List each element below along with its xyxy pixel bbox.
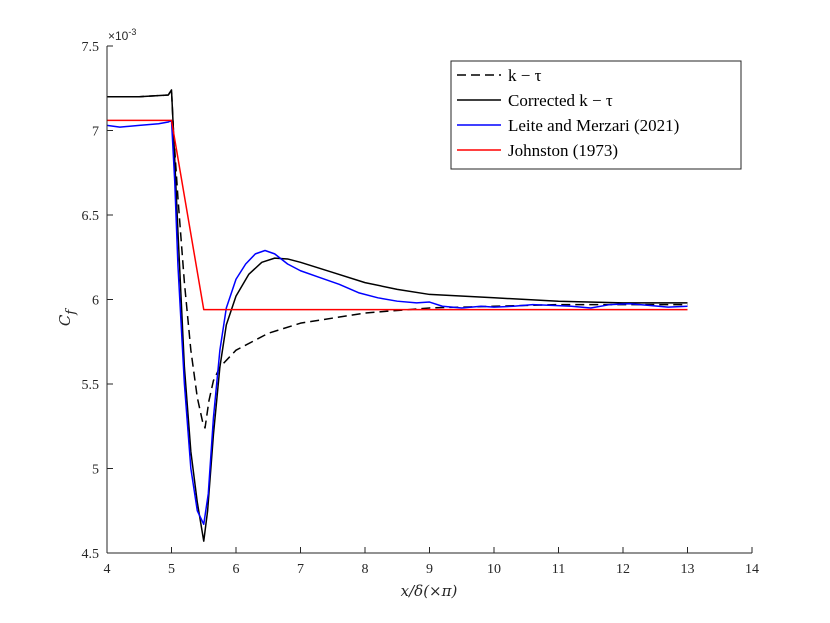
y-tick-label: 6 — [92, 294, 99, 309]
legend-label-2: Corrected k − τ — [508, 91, 613, 110]
legend: k − τ Corrected k − τ Leite and Merzari (2… — [450, 60, 742, 170]
y-tick-label: 5 — [92, 463, 99, 478]
legend-label-3: Leite and Merzari (2021) — [508, 116, 679, 135]
x-tick-label: 6 — [233, 562, 240, 577]
series-line-3 — [106, 119, 688, 526]
y-tick-label: 6.5 — [82, 209, 100, 224]
y-tick-label: 7.5 — [82, 40, 100, 55]
legend-label-4: Johnston (1973) — [508, 141, 618, 160]
x-tick-label: 7 — [297, 562, 304, 577]
y-tick-label: 7 — [92, 125, 99, 140]
x-tick-label: 9 — [426, 562, 433, 577]
y-tick-label: 5.5 — [82, 378, 100, 393]
x-axis-title: x/δ(×π) — [401, 582, 458, 600]
x-tick-label: 13 — [681, 562, 695, 577]
y-tick-label: 4.5 — [82, 547, 100, 562]
x-tick-label: 12 — [616, 562, 630, 577]
ticks: 4 5 6 7 8 9 10 11 12 13 14 4.5 5 5.5 6 6.5 7 7.5 — [82, 40, 760, 577]
x-tick-label: 10 — [487, 562, 501, 577]
y-exponent-label: ×10-3 — [108, 27, 136, 43]
x-tick-label: 14 — [745, 562, 759, 577]
x-tick-label: 4 — [104, 562, 111, 577]
y-axis-title: Cf — [56, 308, 79, 326]
legend-label-1: k − τ — [508, 66, 542, 85]
legend-box — [450, 60, 742, 170]
x-tick-label: 11 — [552, 562, 565, 577]
series-line-2 — [107, 89, 688, 542]
x-tick-label: 5 — [168, 562, 175, 577]
series-line-4 — [107, 119, 688, 311]
series-layer — [106, 89, 688, 542]
x-tick-label: 8 — [362, 562, 369, 577]
